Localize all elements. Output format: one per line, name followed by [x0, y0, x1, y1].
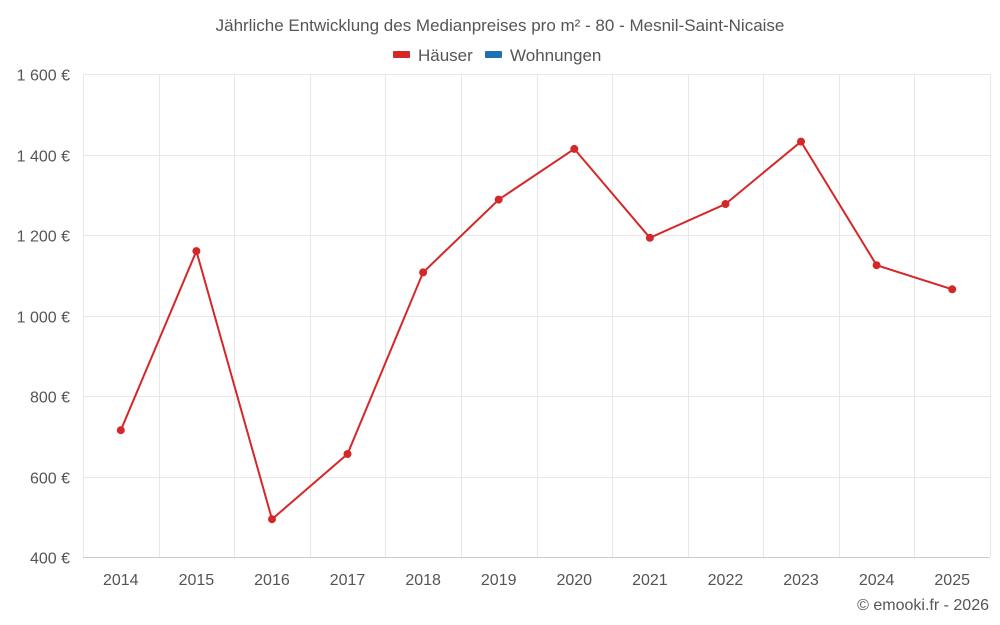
horizontal-grid	[83, 74, 990, 478]
legend: Häuser Wohnungen	[393, 46, 601, 65]
x-axis-ticks: 2014 2015 2016 2017 2018 2019 2020 2021 2022 2023…	[103, 572, 970, 589]
data-point[interactable]	[872, 261, 881, 270]
y-tick-label: 1 000 €	[17, 310, 70, 327]
y-tick-label: 400 €	[30, 551, 70, 568]
x-tick-label: 2024	[859, 572, 895, 589]
y-axis-ticks: 400 € 600 € 800 € 1 000 € 1 200 € 1 400 € 1 60…	[17, 68, 70, 568]
data-point[interactable]	[948, 285, 957, 294]
vertical-grid	[83, 74, 991, 557]
y-tick-label: 1 400 €	[17, 149, 70, 166]
y-tick-label: 800 €	[30, 390, 70, 407]
legend-swatch-apartments	[485, 51, 502, 58]
data-point[interactable]	[419, 268, 428, 277]
x-tick-label: 2023	[783, 572, 819, 589]
x-tick-label: 2016	[254, 572, 290, 589]
x-tick-label: 2022	[708, 572, 744, 589]
chart-title: Jährliche Entwicklung des Medianpreises …	[216, 16, 785, 35]
x-tick-label: 2014	[103, 572, 139, 589]
data-point[interactable]	[116, 426, 125, 435]
y-tick-label: 1 200 €	[17, 229, 70, 246]
data-point[interactable]	[797, 137, 805, 146]
legend-item-houses[interactable]: Häuser	[393, 46, 473, 65]
x-tick-label: 2017	[330, 572, 366, 589]
series-line-0	[119, 140, 953, 521]
x-tick-label: 2021	[632, 572, 668, 589]
x-tick-label: 2018	[405, 572, 441, 589]
data-point[interactable]	[645, 233, 654, 242]
legend-label-houses: Häuser	[418, 46, 473, 65]
data-point[interactable]	[721, 200, 730, 208]
legend-item-apartments[interactable]: Wohnungen	[485, 46, 601, 65]
x-tick-label: 2015	[179, 572, 215, 589]
credit-text: © emooki.fr - 2026	[857, 597, 989, 614]
y-tick-label: 1 600 €	[17, 68, 70, 85]
data-point[interactable]	[192, 247, 201, 256]
series-layer	[116, 137, 957, 524]
legend-label-apartments: Wohnungen	[510, 46, 601, 65]
data-point[interactable]	[343, 450, 352, 458]
x-tick-label: 2019	[481, 572, 517, 589]
y-tick-label: 600 €	[30, 471, 70, 488]
data-point[interactable]	[570, 144, 579, 153]
legend-swatch-houses	[393, 51, 410, 58]
data-point[interactable]	[268, 515, 276, 524]
data-point[interactable]	[494, 195, 503, 204]
x-tick-label: 2020	[556, 572, 592, 589]
x-tick-label: 2025	[934, 572, 970, 589]
